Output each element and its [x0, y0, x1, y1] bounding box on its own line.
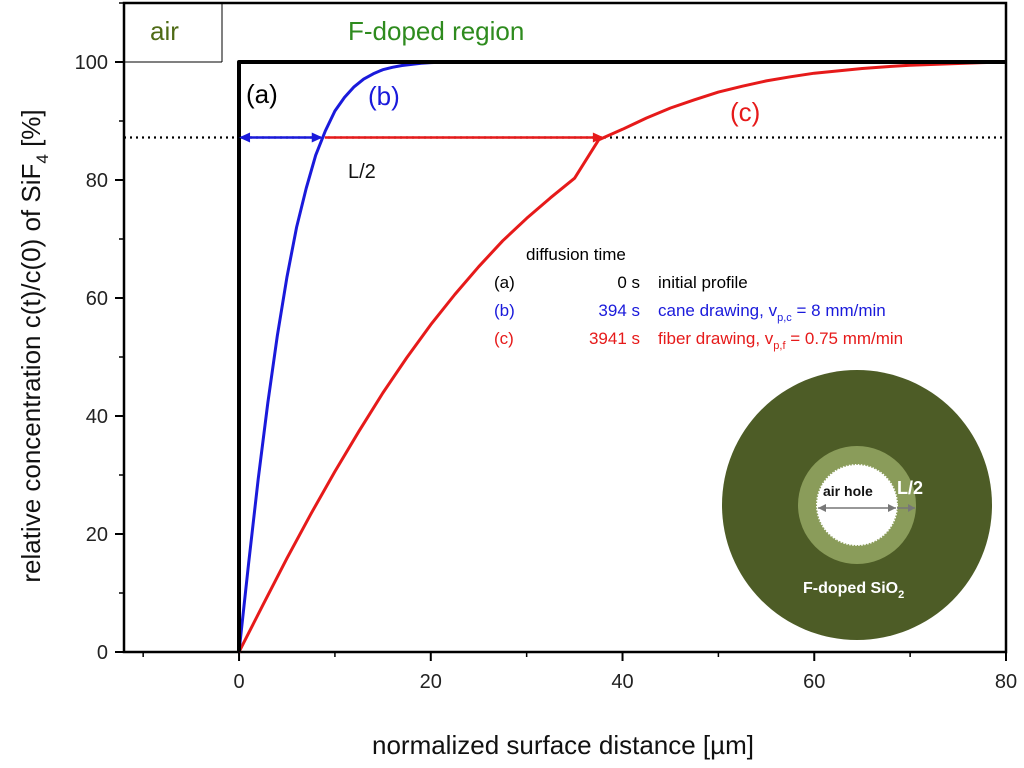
arrow-b-head-right [311, 132, 323, 143]
y-tick-label-80: 80 [86, 170, 108, 192]
inset-ring-label: L/2 [897, 478, 923, 498]
series-line-a [237, 60, 1006, 652]
legend-header: diffusion time [526, 245, 626, 264]
plot-frame [122, 1, 1008, 654]
inset-hole-arrowhead-left [818, 504, 826, 512]
region-label-doped: F-doped region [348, 16, 524, 46]
y-tick-label-0: 0 [97, 642, 108, 664]
curve-label-b: (b) [368, 81, 400, 111]
inset-air-hole [816, 464, 898, 546]
y-tick-label-60: 60 [86, 288, 108, 310]
legend-b-time: 394 s [598, 301, 640, 320]
legend-b-id: (b) [494, 301, 515, 320]
legend-c-time: 3941 s [589, 329, 640, 348]
inset-ring-arrowhead [908, 504, 915, 512]
legend-a-time: 0 s [617, 273, 640, 292]
inset-diagram: air hole L/2 F-doped SiO2 [722, 370, 992, 640]
l-half-arrows [239, 132, 604, 143]
y-axis-title: relative concentration c(t)/c(0) of SiF4… [16, 109, 52, 582]
threshold-label: L/2 [348, 161, 376, 183]
legend-a-desc: initial profile [658, 273, 748, 292]
y-tick-label-40: 40 [86, 406, 108, 428]
y-tick-label-20: 20 [86, 524, 108, 546]
y-tick-label-100: 100 [75, 52, 108, 74]
inset-hole-arrowhead-right [888, 504, 896, 512]
x-tick-label-40: 40 [611, 671, 633, 693]
x-axis: 0 20 40 60 80 [142, 652, 1017, 693]
curve-label-a: (a) [246, 79, 278, 109]
x-axis-title: normalized surface distance [µm] [372, 730, 754, 760]
legend-a-id: (a) [494, 273, 515, 292]
y-axis: 0 20 40 60 80 100 [75, 2, 124, 664]
x-tick-label-60: 60 [803, 671, 825, 693]
x-tick-label-0: 0 [233, 671, 244, 693]
arrow-c-head-right [592, 132, 604, 143]
legend-b-desc: cane drawing, vp,c = 8 mm/min [658, 301, 886, 324]
legend-c-id: (c) [494, 329, 514, 348]
inset-hole-label: air hole [823, 483, 873, 499]
arrow-b-head-left [239, 132, 251, 143]
inset-outer-label: F-doped SiO2 [803, 580, 904, 601]
curve-label-c: (c) [730, 97, 760, 127]
region-label-air: air [150, 16, 179, 46]
legend-c-desc: fiber drawing, vp,f = 0.75 mm/min [658, 329, 903, 352]
x-tick-label-20: 20 [420, 671, 442, 693]
series-group [237, 60, 1007, 653]
legend: diffusion time (a) 0 s initial profile (… [494, 245, 903, 352]
series-line-c [237, 60, 1007, 653]
x-tick-label-80: 80 [995, 671, 1017, 693]
